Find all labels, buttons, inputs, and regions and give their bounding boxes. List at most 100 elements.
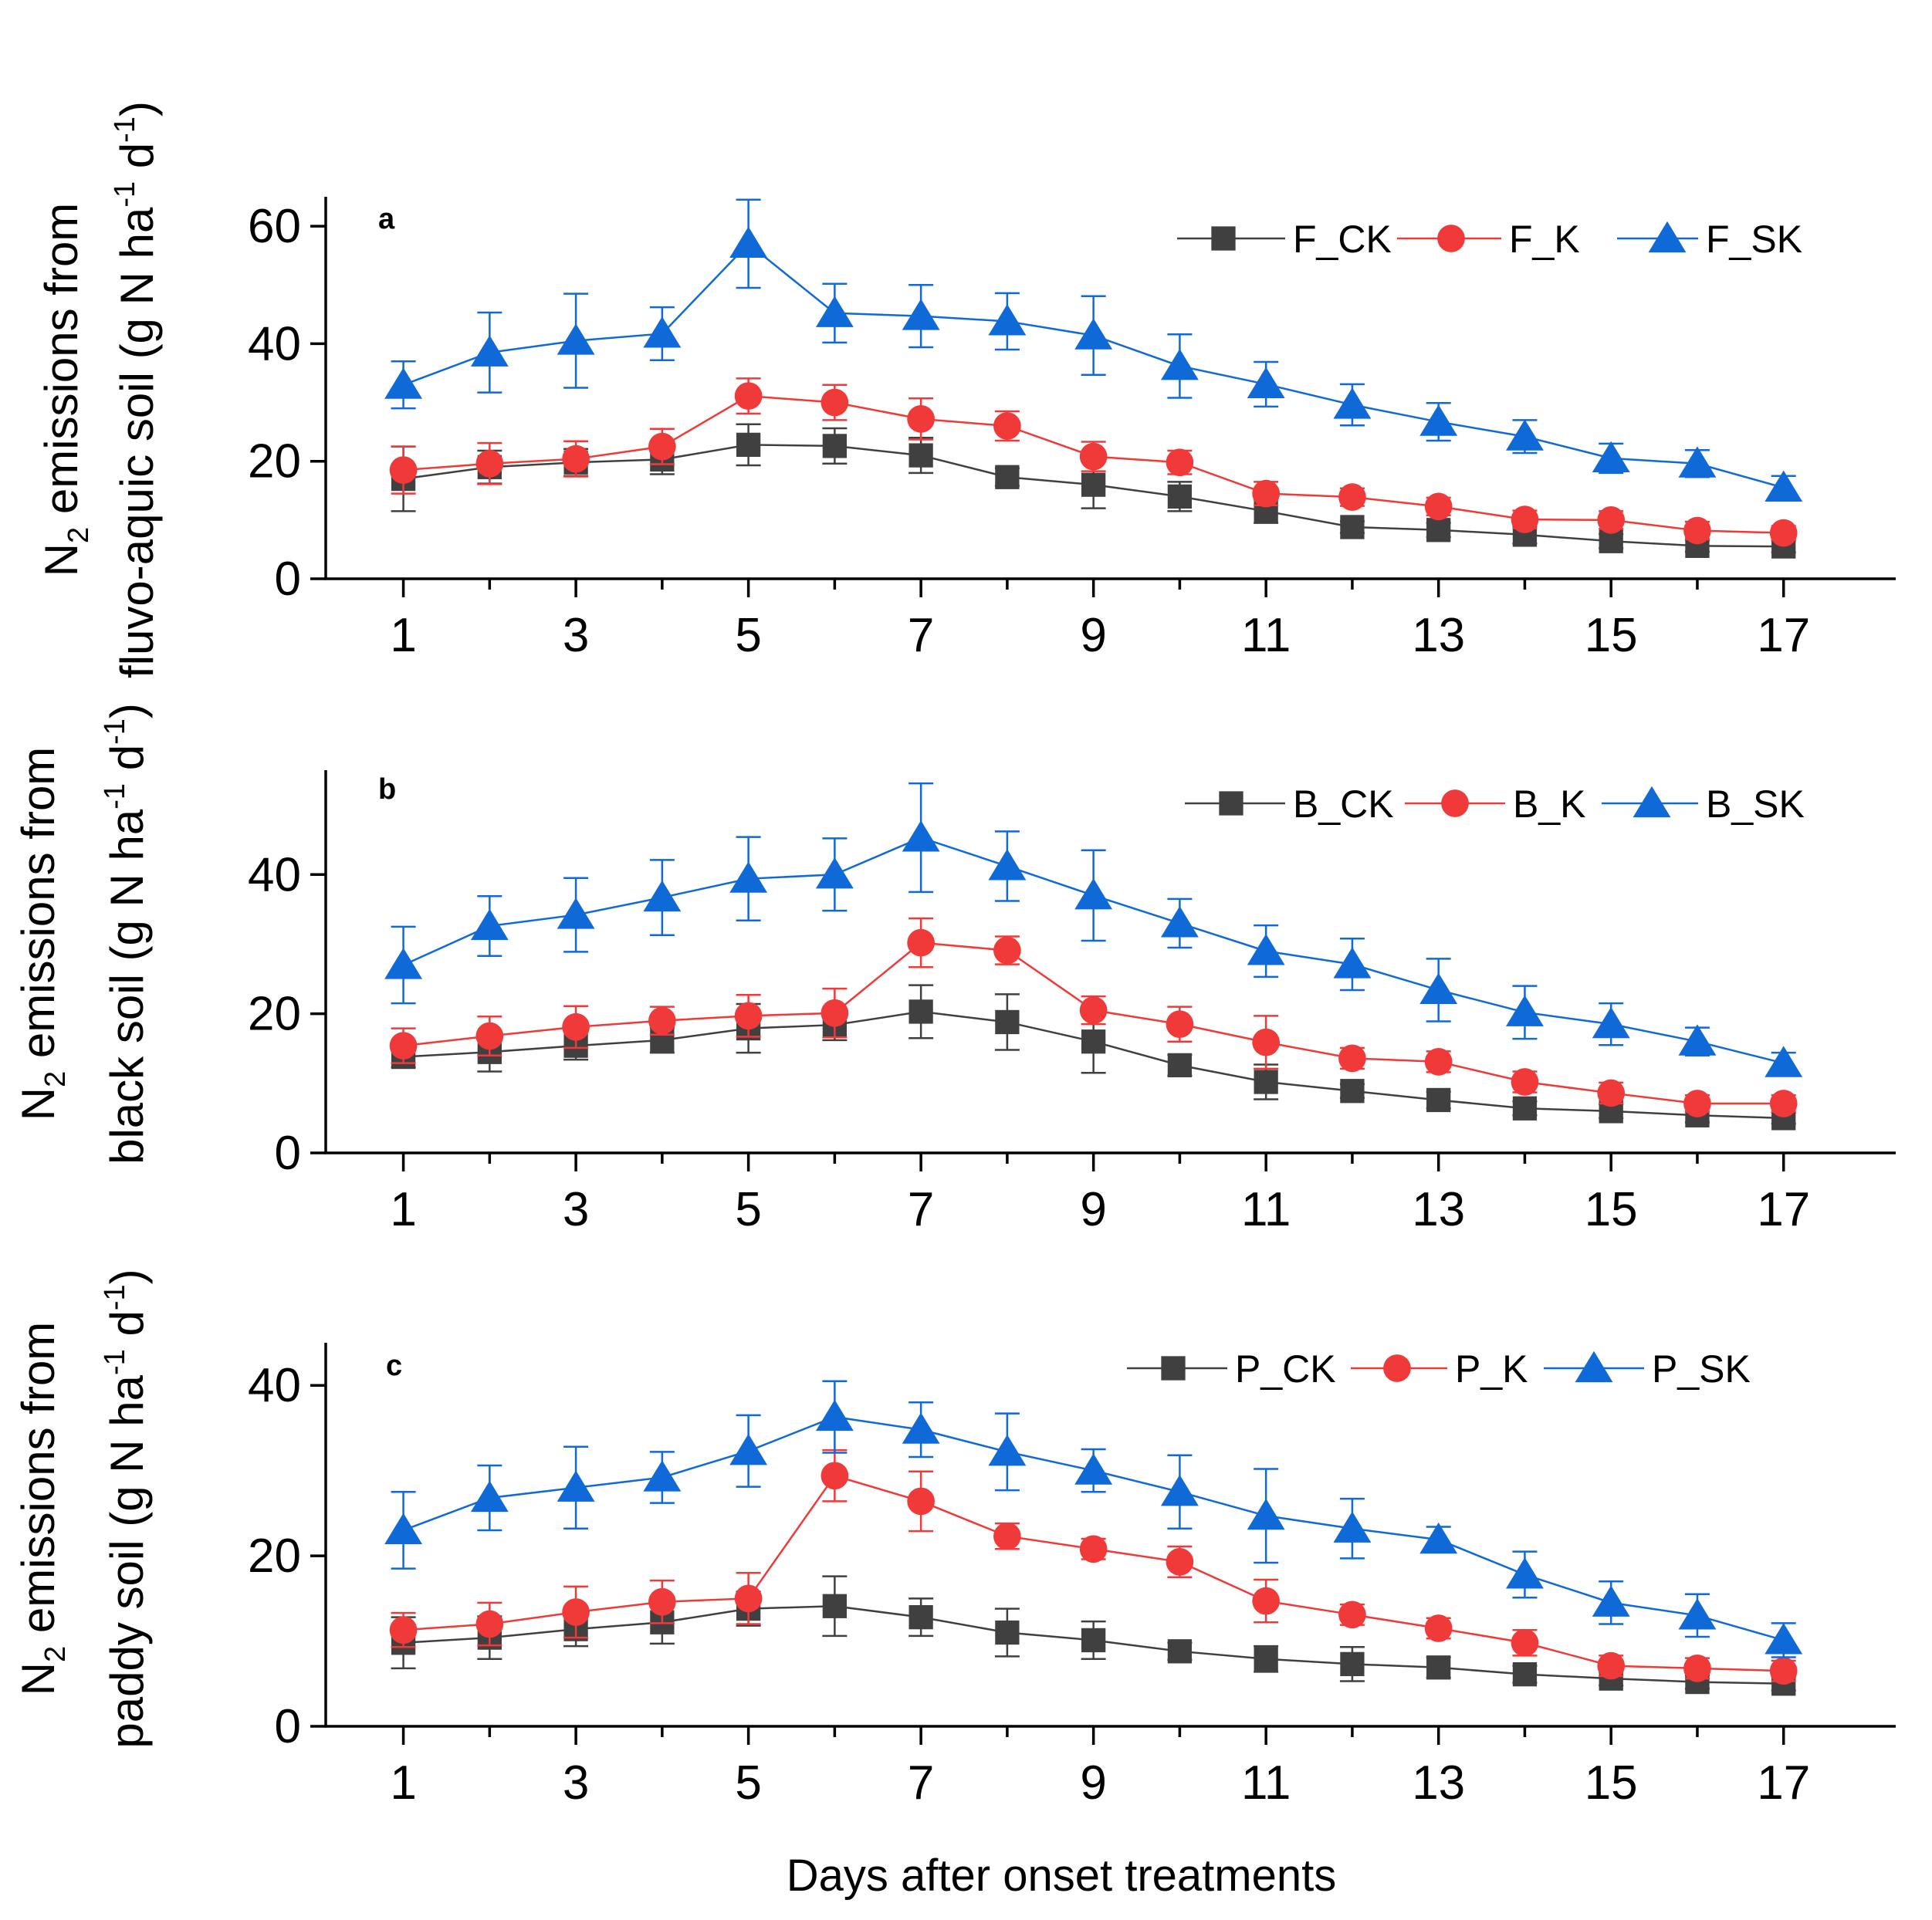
- legend-marker: [1219, 791, 1243, 816]
- y-axis-label-part: ): [101, 1269, 153, 1284]
- data-point: [1338, 483, 1366, 511]
- data-point: [1081, 1628, 1106, 1653]
- data-point: [993, 1522, 1021, 1550]
- data-point: [1074, 878, 1113, 910]
- data-point: [1506, 1557, 1544, 1589]
- y-axis-label-line1: N2 emissions from: [12, 1322, 72, 1696]
- data-point: [734, 1002, 763, 1030]
- data-point: [988, 304, 1027, 336]
- data-point: [902, 820, 940, 852]
- x-tick-label: 13: [1412, 1756, 1465, 1810]
- x-tick-label: 17: [1757, 1756, 1810, 1810]
- data-point: [1333, 387, 1372, 419]
- data-point: [1254, 1647, 1278, 1672]
- data-point: [902, 299, 940, 330]
- data-point: [1511, 505, 1539, 533]
- y-axis-label-part: paddy soil (g N ha: [101, 1374, 153, 1748]
- x-tick-label: 7: [908, 1183, 934, 1236]
- data-point: [993, 412, 1021, 440]
- data-point: [734, 1584, 763, 1613]
- y-tick-label: 20: [248, 435, 301, 488]
- x-tick-label: 15: [1585, 1183, 1638, 1236]
- data-point: [475, 1610, 504, 1638]
- x-tick-label: 3: [563, 609, 589, 662]
- panel-letter: a: [378, 203, 395, 235]
- data-point: [475, 449, 504, 478]
- data-point: [1252, 1028, 1281, 1056]
- legend-label: P_CK: [1235, 1347, 1336, 1391]
- data-point: [907, 405, 935, 433]
- data-point: [1340, 1079, 1365, 1104]
- data-point: [908, 443, 933, 468]
- data-point: [1419, 1522, 1458, 1554]
- data-point: [389, 1032, 418, 1060]
- data-point: [729, 226, 768, 258]
- x-tick-label: 5: [735, 609, 761, 662]
- y-axis-label-part: ): [111, 101, 163, 117]
- data-point: [1160, 349, 1199, 380]
- series-P_K: [389, 1448, 1798, 1685]
- y-axis-label-part: 2: [63, 527, 95, 543]
- legend-label: F_CK: [1293, 218, 1392, 261]
- x-tick-label: 17: [1757, 609, 1810, 662]
- data-point: [1506, 995, 1544, 1026]
- data-point: [1419, 404, 1458, 436]
- data-point: [389, 456, 418, 484]
- data-point: [470, 335, 509, 367]
- data-point: [1338, 1044, 1366, 1073]
- x-tick-label: 1: [390, 1756, 416, 1810]
- legend-marker: [1383, 1354, 1411, 1382]
- x-tick-label: 1: [390, 1183, 416, 1236]
- y-tick-label: 20: [248, 1530, 301, 1583]
- y-axis-label-part: emissions from: [36, 203, 87, 527]
- x-tick-label: 11: [1241, 1756, 1291, 1810]
- data-point: [1340, 515, 1365, 539]
- legend-marker: [1211, 226, 1236, 251]
- data-point: [1424, 492, 1453, 521]
- data-point: [557, 323, 595, 355]
- data-point: [648, 1587, 676, 1616]
- y-axis-label-part: N: [36, 543, 87, 576]
- y-axis-label-part: ): [101, 703, 153, 718]
- data-point: [648, 1006, 676, 1035]
- data-point: [988, 849, 1027, 881]
- data-point: [475, 1022, 504, 1050]
- series-B_K: [389, 917, 1798, 1117]
- data-point: [1081, 472, 1106, 497]
- data-point: [1683, 516, 1711, 545]
- data-point: [821, 1462, 849, 1490]
- legend-label: P_SK: [1652, 1347, 1751, 1391]
- data-point: [821, 999, 849, 1027]
- legend-marker: [1441, 789, 1469, 817]
- series-B_SK: [384, 782, 1803, 1077]
- data-point: [1247, 1498, 1285, 1530]
- data-point: [562, 445, 590, 473]
- y-axis-label-part: black soil (g N ha: [101, 809, 153, 1165]
- y-axis-label-part: -1: [99, 783, 131, 810]
- data-point: [1167, 484, 1193, 509]
- x-tick-label: 9: [1080, 609, 1106, 662]
- panel-letter: b: [378, 773, 396, 806]
- data-point: [1683, 1090, 1711, 1117]
- y-axis-label-part: N: [12, 1662, 64, 1695]
- x-tick-label: 15: [1585, 609, 1638, 662]
- data-point: [1597, 1079, 1626, 1107]
- x-tick-label: 17: [1757, 1183, 1810, 1236]
- y-axis-label-line2: paddy soil (g N ha-1 d-1): [99, 1269, 153, 1748]
- data-point: [1079, 996, 1108, 1024]
- y-axis-label-part: -1: [99, 718, 131, 745]
- x-tick-label: 13: [1412, 1183, 1465, 1236]
- data-point: [1160, 906, 1199, 938]
- data-point: [1079, 442, 1108, 471]
- data-point: [1167, 1639, 1193, 1664]
- y-tick-label: 60: [248, 200, 301, 253]
- x-tick-label: 11: [1241, 609, 1291, 662]
- data-point: [822, 1594, 848, 1618]
- data-point: [821, 388, 849, 417]
- y-axis-label-part: d: [111, 143, 163, 181]
- data-point: [1426, 1087, 1451, 1113]
- data-point: [1252, 479, 1281, 508]
- legend-label: B_CK: [1293, 783, 1394, 826]
- x-tick-label: 15: [1585, 1756, 1638, 1810]
